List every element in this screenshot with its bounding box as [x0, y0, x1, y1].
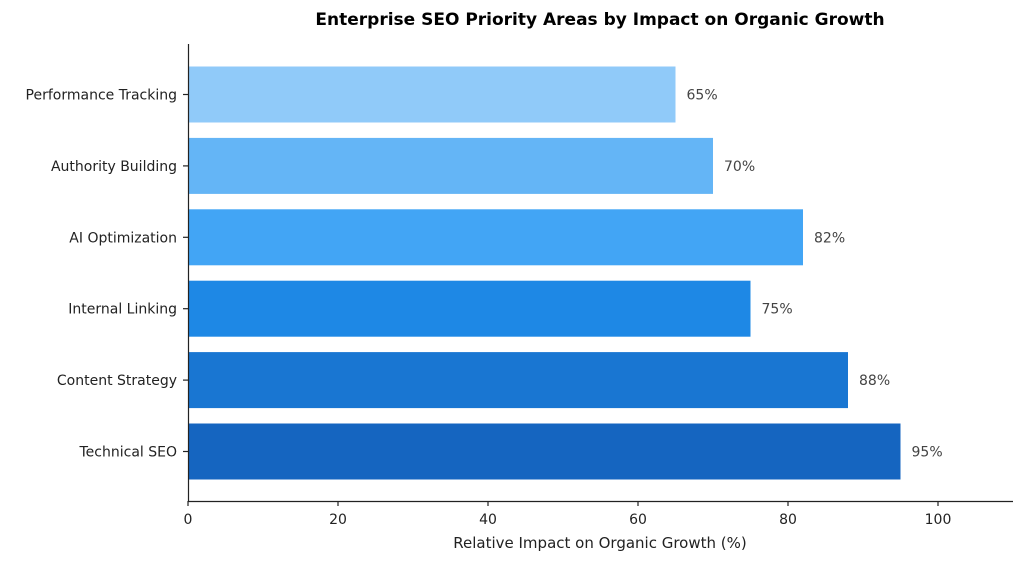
data-label-performance-tracking: 65% — [687, 88, 718, 104]
x-tick-label-80: 80 — [779, 512, 797, 528]
bar-internal-linking — [188, 280, 751, 337]
x-tick-label-100: 100 — [925, 512, 952, 528]
x-axis-ticks: 0 20 40 60 80 100 — [184, 501, 952, 528]
data-label-internal-linking: 75% — [762, 302, 793, 318]
chart-title: Enterprise SEO Priority Areas by Impact … — [315, 10, 884, 30]
bars-group — [188, 66, 901, 480]
category-label-internal-linking: Internal Linking — [68, 302, 177, 318]
data-label-authority-building: 70% — [724, 159, 755, 175]
category-label-ai-optimization: AI Optimization — [69, 230, 177, 246]
value-labels: 95% 88% 75% 82% 70% 65% — [687, 88, 943, 461]
category-label-technical-seo: Technical SEO — [79, 445, 178, 461]
data-label-technical-seo: 95% — [912, 445, 943, 461]
x-axis-title: Relative Impact on Organic Growth (%) — [453, 534, 747, 552]
x-tick-label-60: 60 — [629, 512, 647, 528]
bar-technical-seo — [188, 423, 901, 480]
category-labels: Technical SEO Content Strategy Internal Li… — [26, 88, 188, 461]
data-label-ai-optimization: 82% — [814, 230, 845, 246]
bar-content-strategy — [188, 352, 848, 409]
x-tick-label-0: 0 — [184, 512, 193, 528]
x-tick-label-40: 40 — [479, 512, 497, 528]
x-tick-label-20: 20 — [329, 512, 347, 528]
bar-ai-optimization — [188, 209, 803, 266]
bar-performance-tracking — [188, 66, 676, 123]
category-label-performance-tracking: Performance Tracking — [26, 88, 177, 104]
data-label-content-strategy: 88% — [859, 373, 890, 389]
bar-authority-building — [188, 137, 713, 194]
category-label-content-strategy: Content Strategy — [57, 373, 177, 389]
category-label-authority-building: Authority Building — [51, 159, 177, 175]
